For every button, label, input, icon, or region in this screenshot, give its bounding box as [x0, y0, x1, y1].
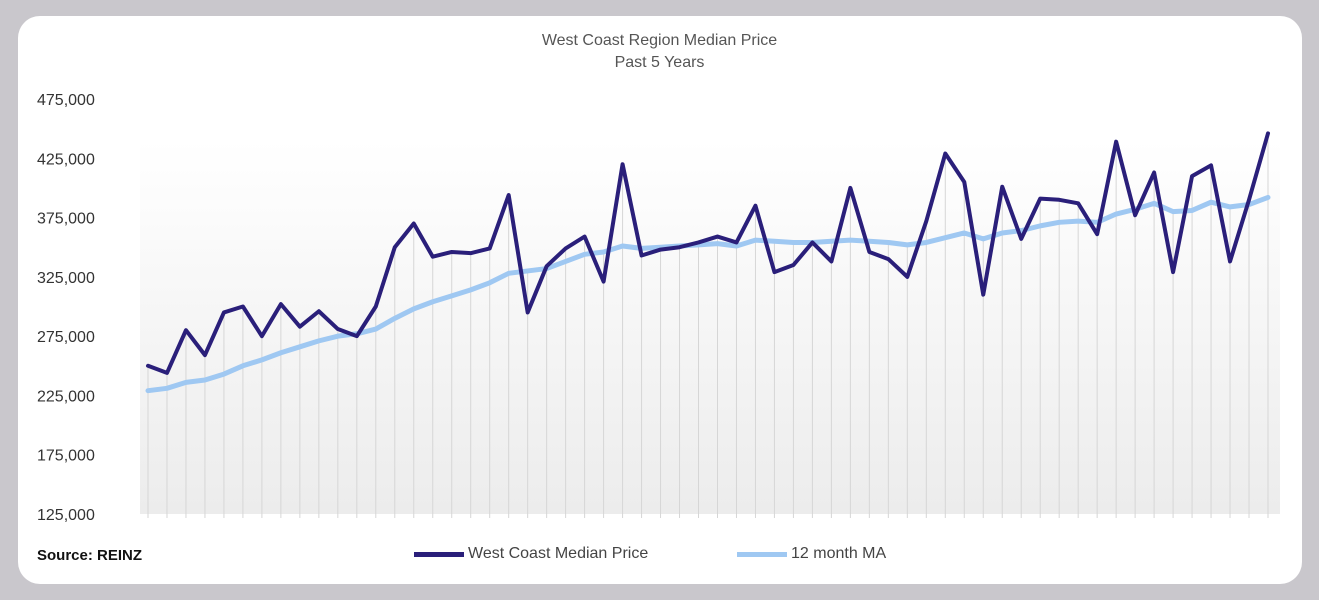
- source-label: Source: REINZ: [37, 547, 143, 564]
- series-line-ma: [145, 194, 1271, 394]
- chart-title: West Coast Region Median Price: [541, 32, 778, 49]
- legend-item-ma: 12 month MA: [737, 545, 886, 563]
- y-tick-label: 325,000: [37, 270, 95, 287]
- legend-label-median: West Coast Median Price: [468, 545, 649, 562]
- y-tick-label: 375,000: [37, 211, 95, 228]
- legend-label-ma: 12 month MA: [791, 545, 887, 562]
- legend-swatch-ma: [737, 551, 787, 557]
- chart-subtitle: Past 5 Years: [614, 54, 705, 71]
- series-line-median: [146, 131, 1270, 375]
- y-tick-label: 425,000: [37, 151, 95, 168]
- plot-area: [140, 140, 1280, 514]
- y-tick-label: 275,000: [37, 329, 95, 346]
- y-tick-label: 175,000: [37, 448, 95, 465]
- y-tick-label: 475,000: [37, 92, 95, 109]
- y-tick-label: 125,000: [37, 507, 95, 524]
- y-tick-label: 225,000: [37, 388, 95, 405]
- legend-item-median: West Coast Median Price: [414, 545, 648, 563]
- legend-swatch-median: [414, 551, 464, 557]
